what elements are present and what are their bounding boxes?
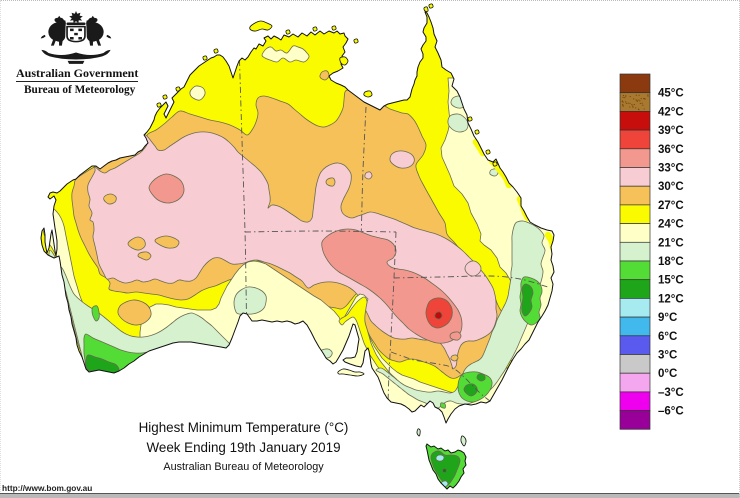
svg-text:27°C: 27°C bbox=[658, 200, 684, 212]
svg-text:9°C: 9°C bbox=[658, 312, 677, 324]
svg-text:–3°C: –3°C bbox=[658, 387, 684, 399]
svg-text:3°C: 3°C bbox=[658, 350, 677, 362]
svg-text:–6°C: –6°C bbox=[658, 406, 684, 418]
svg-text:15°C: 15°C bbox=[658, 275, 684, 287]
svg-text:18°C: 18°C bbox=[658, 256, 684, 268]
svg-text:42°C: 42°C bbox=[658, 106, 684, 118]
svg-text:0°C: 0°C bbox=[658, 368, 677, 380]
svg-text:21°C: 21°C bbox=[658, 237, 684, 249]
svg-text:24°C: 24°C bbox=[658, 219, 684, 231]
svg-text:33°C: 33°C bbox=[658, 163, 684, 175]
svg-text:45°C: 45°C bbox=[658, 88, 684, 100]
svg-text:36°C: 36°C bbox=[658, 144, 684, 156]
svg-text:30°C: 30°C bbox=[658, 181, 684, 193]
svg-text:12°C: 12°C bbox=[658, 293, 684, 305]
svg-text:6°C: 6°C bbox=[658, 331, 677, 343]
svg-text:39°C: 39°C bbox=[658, 125, 684, 137]
